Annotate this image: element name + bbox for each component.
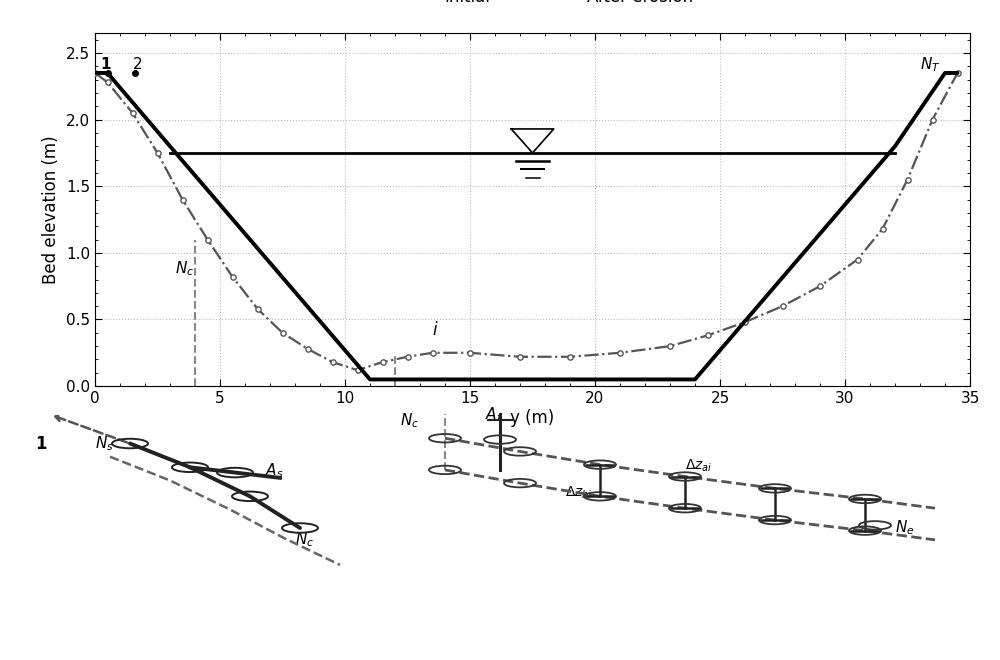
- Text: 2: 2: [132, 57, 142, 72]
- Text: $A_s$: $A_s$: [265, 461, 284, 480]
- Text: $N_c$: $N_c$: [400, 411, 419, 430]
- Text: $i$: $i$: [432, 321, 439, 339]
- Text: 1: 1: [100, 57, 110, 72]
- Text: $N_c$: $N_c$: [295, 530, 314, 548]
- Legend: Initial, After erosion: Initial, After erosion: [366, 0, 699, 13]
- Text: $N_s$: $N_s$: [95, 435, 114, 453]
- Text: $\Delta z_{bi}$: $\Delta z_{bi}$: [565, 484, 593, 501]
- Text: $N_T$: $N_T$: [920, 55, 941, 74]
- Text: 1: 1: [35, 435, 46, 453]
- Text: $\Delta z_{ai}$: $\Delta z_{ai}$: [685, 458, 712, 475]
- X-axis label: y (m): y (m): [510, 409, 555, 427]
- Text: $N_e$: $N_e$: [895, 518, 914, 537]
- Y-axis label: Bed elevation (m): Bed elevation (m): [42, 135, 60, 284]
- Text: $A_f$: $A_f$: [485, 406, 503, 424]
- Polygon shape: [511, 129, 554, 153]
- Text: $N_c$: $N_c$: [175, 259, 194, 278]
